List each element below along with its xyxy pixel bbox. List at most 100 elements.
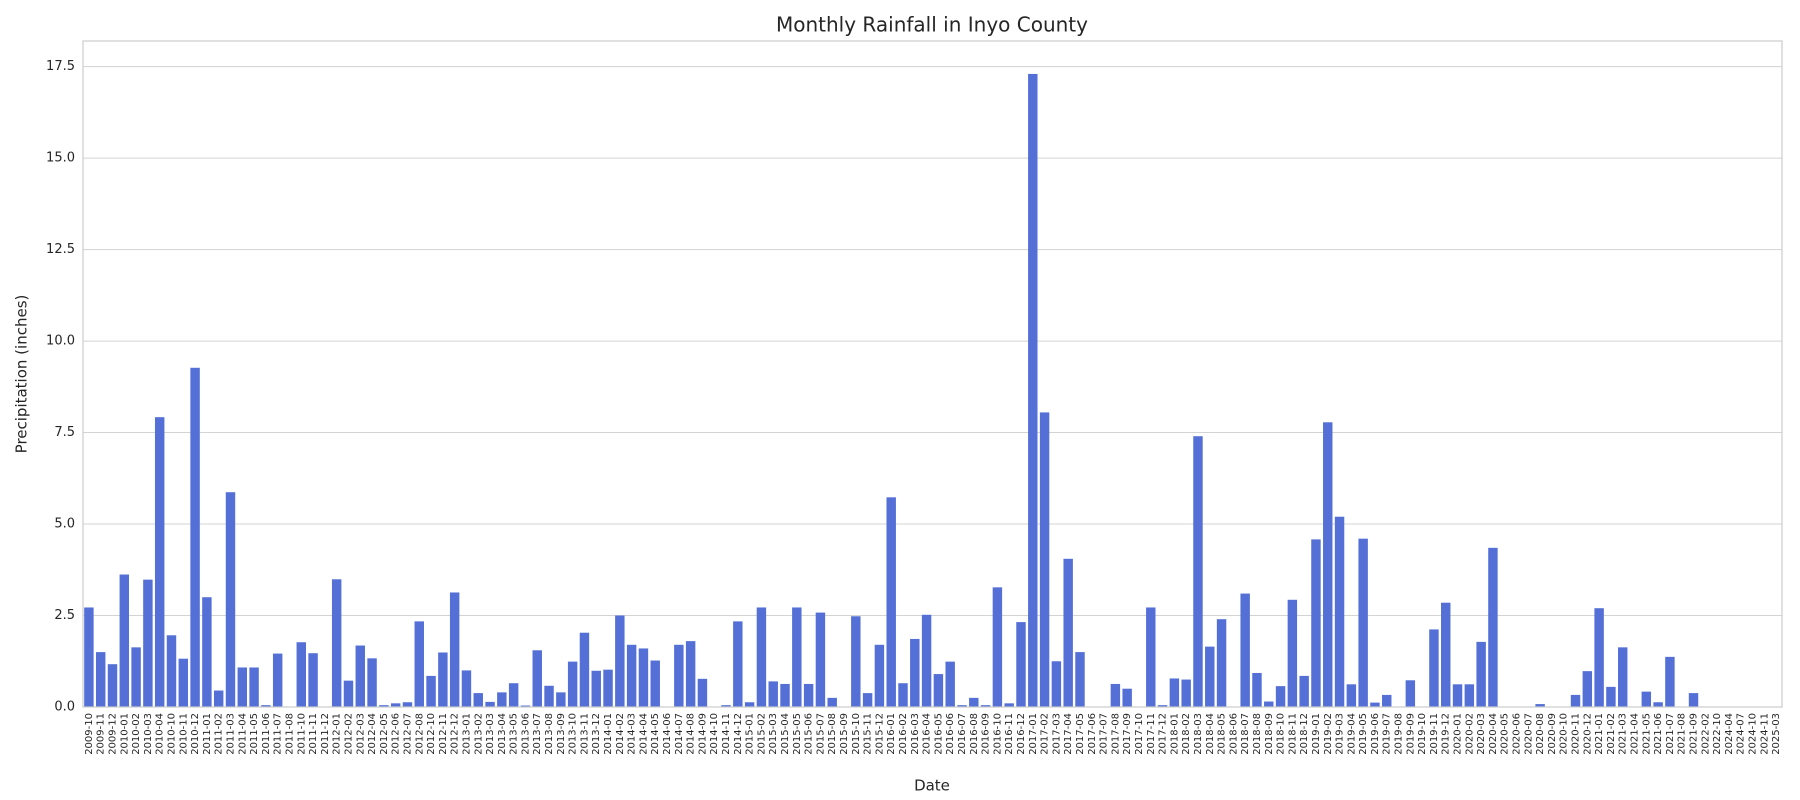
bar [1476, 641, 1486, 707]
x-tick-label: 2012-04 [367, 713, 378, 755]
x-tick-label: 2013-03 [485, 713, 496, 755]
x-tick-label: 2021-07 [1665, 713, 1676, 755]
bar [674, 644, 684, 707]
x-tick-label: 2017-09 [1122, 713, 1133, 755]
bar [402, 702, 413, 707]
bar [827, 697, 837, 707]
x-tick-label: 2024-10 [1748, 713, 1759, 755]
x-tick-label: 2024-04 [1724, 713, 1735, 755]
x-tick-label: 2018-10 [1276, 713, 1287, 755]
bar [638, 648, 649, 707]
x-tick-label: 2010-01 [119, 713, 130, 755]
bar [438, 652, 448, 707]
bar [980, 705, 991, 707]
x-tick-label: 2016-12 [1016, 713, 1027, 755]
bar [1441, 602, 1451, 707]
bar [921, 614, 932, 707]
bar [532, 650, 542, 707]
x-tick-label: 2017-12 [1158, 713, 1169, 755]
bar [296, 642, 306, 707]
x-tick-label: 2016-07 [957, 713, 968, 755]
x-tick-label: 2014-02 [615, 713, 626, 755]
x-tick-label: 2019-04 [1346, 713, 1357, 755]
x-tick-label: 2017-04 [1063, 713, 1074, 755]
x-tick-label: 2013-02 [473, 713, 484, 755]
x-tick-label: 2022-10 [1712, 713, 1723, 755]
x-tick-label: 2021-05 [1641, 713, 1652, 755]
bar [1063, 558, 1073, 707]
x-tick-label: 2020-03 [1476, 713, 1487, 755]
x-tick-label: 2020-10 [1559, 713, 1570, 755]
y-tick-label: 17.5 [46, 59, 75, 74]
x-tick-label: 2017-11 [1146, 713, 1157, 755]
x-tick-label: 2015-04 [780, 713, 791, 755]
x-tick-label: 2016-09 [981, 713, 992, 755]
x-tick-label: 2018-11 [1287, 713, 1298, 755]
x-tick-label: 2012-03 [355, 713, 366, 755]
x-tick-label: 2021-09 [1689, 713, 1700, 755]
bar [520, 705, 531, 707]
y-tick-label: 12.5 [46, 242, 75, 257]
bar [261, 705, 271, 707]
bar [933, 674, 944, 707]
bar [957, 705, 967, 707]
x-tick-label: 2011-07 [273, 713, 284, 755]
bar [733, 621, 743, 707]
bar [1240, 593, 1250, 707]
bar [556, 692, 566, 707]
bar [343, 680, 354, 707]
y-tick-label: 0.0 [54, 700, 75, 715]
x-tick-label: 2012-08 [414, 713, 425, 755]
bar [449, 592, 460, 707]
x-tick-label: 2019-01 [1311, 713, 1322, 755]
x-tick-label: 2020-04 [1488, 713, 1499, 755]
x-tick-label: 2021-04 [1630, 713, 1641, 755]
x-tick-label: 2012-05 [379, 713, 390, 755]
bar [1346, 684, 1357, 707]
bar [756, 607, 767, 707]
bar [721, 705, 731, 707]
bar [1122, 688, 1132, 707]
x-tick-label: 2014-06 [662, 713, 673, 755]
bar [166, 635, 177, 707]
x-tick-label: 2024-07 [1736, 713, 1747, 755]
bar [874, 644, 885, 707]
x-tick-label: 2011-03 [225, 713, 236, 755]
x-tick-label: 2014-12 [733, 713, 744, 755]
bar [862, 693, 873, 707]
bar [886, 497, 896, 707]
bar [1169, 678, 1180, 707]
x-tick-label: 2011-10 [296, 713, 307, 755]
x-tick-label: 2019-08 [1394, 713, 1405, 755]
bar [237, 667, 248, 707]
x-tick-label: 2016-06 [945, 713, 956, 755]
x-tick-label: 2013-11 [579, 713, 590, 755]
bar [1617, 647, 1628, 707]
x-tick-label: 2018-12 [1299, 713, 1310, 755]
x-tick-label: 2018-01 [1169, 713, 1180, 755]
x-tick-label: 2013-12 [591, 713, 602, 755]
x-tick-label: 2010-03 [143, 713, 154, 755]
bar [119, 574, 130, 707]
x-tick-label: 2020-06 [1512, 713, 1523, 755]
bar [143, 579, 153, 707]
x-tick-label: 2015-06 [804, 713, 815, 755]
x-tick-label: 2013-10 [568, 713, 579, 755]
bar [768, 681, 778, 707]
x-axis-label: Date [914, 777, 950, 795]
x-tick-label: 2013-08 [544, 713, 555, 755]
x-tick-label: 2017-05 [1075, 713, 1086, 755]
x-tick-label: 2015-11 [863, 713, 874, 755]
bar [579, 632, 590, 707]
bar [249, 667, 259, 707]
bar [744, 702, 755, 707]
bar [803, 683, 814, 707]
x-tick-label: 2011-04 [237, 713, 248, 755]
x-tick-label: 2014-10 [709, 713, 720, 755]
x-tick-label: 2014-08 [686, 713, 697, 755]
bar [1004, 703, 1014, 707]
bar [225, 492, 236, 707]
bar [685, 641, 696, 707]
bar [107, 664, 118, 707]
bar [1110, 683, 1121, 707]
